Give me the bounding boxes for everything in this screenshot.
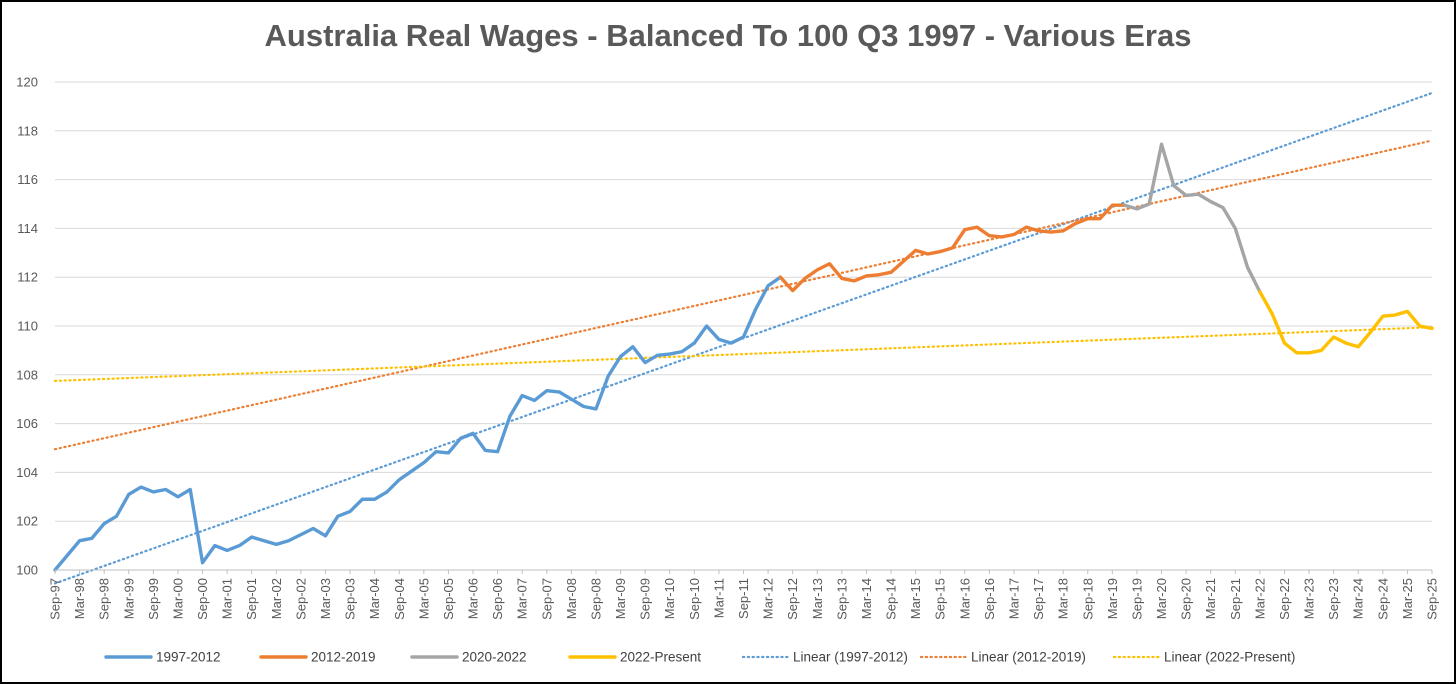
- x-tick-label: Mar-99: [121, 578, 136, 619]
- legend-label: 2012-2019: [311, 650, 376, 665]
- series-line-2012-2019: [778, 203, 1127, 293]
- x-tick-label: Sep-16: [982, 578, 997, 620]
- x-tick-label: Mar-13: [810, 578, 825, 619]
- legend-item-linear-2012-2019: Linear (2012-2019): [919, 650, 1086, 665]
- legend-item-linear-2022-present: Linear (2022-Present): [1112, 650, 1295, 665]
- x-tick-label: Mar-22: [1252, 578, 1267, 619]
- legend: 1997-2012 2012-2019 2020-2022 2022-Present L…: [104, 650, 1295, 665]
- x-tick-label: Mar-01: [220, 578, 235, 619]
- x-tick-label: Mar-17: [1006, 578, 1021, 619]
- x-tick-label: Sep-08: [588, 578, 603, 620]
- axes: 100 102 104 106 108 110 112 114 116 118 120 Sep-97 M…: [16, 75, 1439, 620]
- x-tick-label: Mar-04: [367, 578, 382, 619]
- x-tick-label: Sep-11: [736, 578, 751, 619]
- x-tick-label: Mar-12: [761, 578, 776, 619]
- x-tick-label: Mar-03: [318, 578, 333, 619]
- chart-title: Australia Real Wages - Balanced To 100 Q…: [264, 18, 1192, 53]
- y-tick-label: 110: [17, 319, 38, 334]
- y-tick-label: 118: [17, 123, 38, 138]
- y-tick-label: 112: [17, 270, 38, 285]
- x-tick-label: Mar-18: [1056, 578, 1071, 619]
- x-tick-label: Sep-19: [1129, 578, 1144, 620]
- y-tick-label: 106: [16, 416, 38, 431]
- trendline-linear-2022-present: [53, 326, 1434, 382]
- x-tick-label: Sep-06: [490, 578, 505, 620]
- series-line-1997-2012: [53, 275, 783, 572]
- x-tick-label: Mar-20: [1154, 578, 1169, 619]
- legend-label: Linear (1997-2012): [793, 650, 908, 665]
- x-tick-label: Sep-04: [392, 578, 407, 620]
- legend-label: Linear (2012-2019): [971, 650, 1086, 665]
- x-tick-label: Sep-02: [293, 578, 308, 620]
- x-tick-label: Mar-16: [957, 578, 972, 619]
- x-tick-label: Mar-15: [908, 578, 923, 619]
- legend-label: 2020-2022: [462, 650, 527, 665]
- x-tick-label: Sep-10: [687, 578, 702, 620]
- series-line-2022-present: [1258, 290, 1434, 355]
- y-tick-label: 116: [17, 172, 38, 187]
- x-tick-label: Sep-14: [884, 578, 899, 620]
- x-tick-label: Mar-02: [269, 578, 284, 619]
- x-tick-label: Sep-99: [146, 578, 161, 620]
- x-tick-label: Sep-05: [441, 578, 456, 620]
- x-tick-label: Mar-23: [1302, 578, 1317, 619]
- x-tick-label: Mar-09: [613, 578, 628, 619]
- x-tick-label: Mar-21: [1203, 578, 1218, 619]
- y-tick-label: 120: [16, 75, 38, 90]
- y-tick-label: 114: [17, 221, 38, 236]
- x-tick-label: Sep-17: [1031, 578, 1046, 620]
- x-tick-label: Mar-00: [170, 578, 185, 619]
- legend-label: Linear (2022-Present): [1164, 650, 1295, 665]
- x-tick-label: Mar-06: [466, 578, 481, 619]
- x-tick-label: Mar-05: [416, 578, 431, 619]
- legend-label: 2022-Present: [620, 650, 701, 665]
- data-series: [53, 142, 1434, 572]
- legend-item-linear-1997-2012: Linear (1997-2012): [741, 650, 908, 665]
- x-tick-label: Sep-01: [244, 578, 259, 620]
- x-tick-label: Mar-11: [711, 578, 726, 618]
- legend-item-2012-2019: 2012-2019: [259, 650, 376, 665]
- series-line-2020-2022: [1122, 142, 1262, 294]
- x-tick-label: Sep-20: [1179, 578, 1194, 620]
- x-tick-label: Mar-25: [1400, 578, 1415, 619]
- x-tick-label: Sep-09: [638, 578, 653, 620]
- x-tick-label: Mar-24: [1351, 578, 1366, 619]
- x-tick-label: Sep-15: [933, 578, 948, 620]
- x-tick-label: Sep-18: [1080, 578, 1095, 620]
- x-tick-label: Sep-13: [834, 578, 849, 620]
- x-tick-label: Sep-07: [539, 578, 554, 620]
- legend-item-2022-present: 2022-Present: [568, 650, 701, 665]
- y-tick-label: 102: [16, 514, 38, 529]
- legend-label: 1997-2012: [156, 650, 221, 665]
- x-tick-label: Sep-25: [1425, 578, 1440, 620]
- x-tick-label: Sep-12: [785, 578, 800, 620]
- x-tick-label: Mar-10: [662, 578, 677, 619]
- x-tick-label: Sep-97: [48, 578, 63, 620]
- x-tick-label: Sep-98: [97, 578, 112, 620]
- x-tick-label: Sep-00: [195, 578, 210, 620]
- legend-item-2020-2022: 2020-2022: [410, 650, 527, 665]
- y-tick-label: 104: [16, 465, 38, 480]
- x-tick-label: Sep-03: [343, 578, 358, 620]
- x-tick-label: Sep-21: [1228, 578, 1243, 620]
- x-tick-label: Sep-24: [1375, 578, 1390, 620]
- gridlines: [55, 81, 1432, 522]
- x-tick-label: Mar-08: [564, 578, 579, 619]
- trendline-linear-2012-2019: [53, 139, 1434, 451]
- y-tick-label: 108: [16, 367, 38, 382]
- x-tick-label: Mar-19: [1105, 578, 1120, 619]
- y-tick-label: 100: [16, 563, 38, 578]
- x-tick-label: Mar-98: [72, 578, 87, 619]
- x-tick-label: Mar-07: [515, 578, 530, 619]
- legend-item-1997-2012: 1997-2012: [104, 650, 221, 665]
- x-tick-label: Sep-23: [1326, 578, 1341, 620]
- x-tick-label: Sep-22: [1277, 578, 1292, 620]
- x-tick-label: Mar-14: [859, 578, 874, 619]
